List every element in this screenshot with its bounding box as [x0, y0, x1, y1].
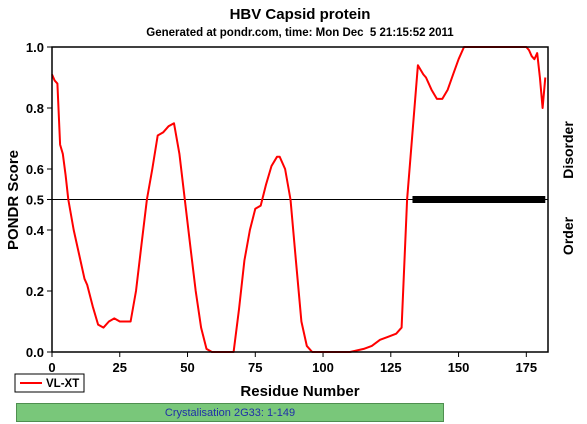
x-tick-label: 125 — [380, 360, 402, 375]
disorder-label: Disorder — [560, 121, 576, 179]
y-tick-label: 1.0 — [26, 40, 44, 55]
x-tick-label: 150 — [448, 360, 470, 375]
y-tick-label: 0.4 — [26, 223, 45, 238]
legend-label: VL-XT — [46, 378, 79, 390]
y-tick-label: 0.0 — [26, 345, 44, 360]
x-tick-label: 175 — [515, 360, 537, 375]
chart-subtitle: Generated at pondr.com, time: Mon Dec 5 … — [146, 27, 454, 39]
y-tick-label: 0.6 — [26, 162, 44, 177]
x-axis-label: Residue Number — [240, 383, 359, 400]
x-tick-label: 25 — [113, 360, 127, 375]
order-label: Order — [560, 216, 576, 255]
crystalisation-label: Crystalisation 2G33: 1-149 — [164, 406, 296, 419]
crystalisation-bar: Crystalisation 2G33: 1-149 — [16, 403, 444, 422]
y-tick-label: 0.8 — [26, 101, 44, 116]
x-tick-label: 0 — [48, 360, 55, 375]
legend-box — [14, 373, 85, 393]
y-tick-label: 0.2 — [26, 284, 44, 299]
y-axis-label: PONDR Score — [5, 150, 22, 250]
y-tick-label: 0.5 — [26, 193, 44, 208]
x-tick-label: 75 — [248, 360, 262, 375]
y-axis-ticks: 0.0 0.2 0.4 0.5 0.6 0.8 1.0 — [26, 40, 52, 360]
x-axis-ticks: 0 25 50 75 100 125 150 175 — [48, 352, 537, 375]
legend: VL-XT — [14, 373, 85, 393]
chart-title: HBV Capsid protein — [230, 6, 371, 23]
series-line-vl-xt — [51, 46, 547, 353]
plot-frame — [51, 46, 549, 353]
x-tick-label: 50 — [180, 360, 194, 375]
x-tick-label: 100 — [312, 360, 334, 375]
